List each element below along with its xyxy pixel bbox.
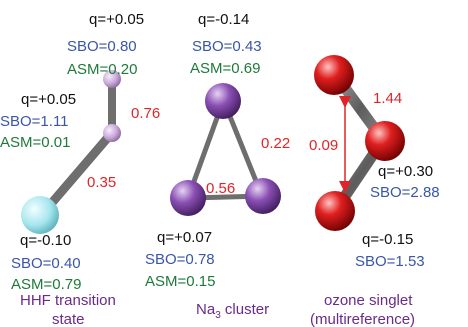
na-left-charge: q=+0.07 <box>157 229 212 246</box>
na-left-asm: ASM=0.15 <box>145 273 215 290</box>
bond-na-bottom-value: 0.56 <box>206 180 235 197</box>
o-atom-bottom <box>315 191 355 231</box>
na-atom-top <box>205 83 241 119</box>
h-mid-charge: q=+0.05 <box>21 91 76 108</box>
f-asm: ASM=0.79 <box>11 276 81 293</box>
bond-h-f-value: 0.35 <box>87 174 116 191</box>
o-atom-top <box>314 55 354 95</box>
h-mid-asm: ASM=0.01 <box>0 134 70 151</box>
panel-na3: q=-0.14 SBO=0.43 ASM=0.69 0.22 0.56 q=+0… <box>145 11 290 321</box>
bond-o-top-center-value: 1.44 <box>373 90 402 107</box>
f-sbo: SBO=0.40 <box>11 255 81 272</box>
na-top-sbo: SBO=0.43 <box>192 38 262 55</box>
o-center-charge: q=+0.30 <box>378 163 433 180</box>
panel-hhf: q=+0.05 SBO=0.80 ASM=0.20 q=+0.05 SBO=1.… <box>0 11 160 327</box>
h-top-asm: ASM=0.20 <box>67 61 137 78</box>
ozone-caption-line1: ozone singlet <box>324 292 413 309</box>
hhf-caption-line2: state <box>52 311 85 327</box>
na-atom-right <box>245 178 281 214</box>
f-atom <box>21 196 59 234</box>
na-atom-left <box>170 180 206 216</box>
h-atom-middle <box>103 124 121 142</box>
o-end-interaction-value: 0.09 <box>309 137 338 154</box>
h-top-charge: q=+0.05 <box>89 11 144 28</box>
o-bottom-charge: q=-0.15 <box>362 231 413 248</box>
o-atom-center <box>365 121 405 161</box>
na-top-charge: q=-0.14 <box>198 11 249 28</box>
bond-h-h-value: 0.76 <box>131 105 160 122</box>
na3-caption: Na3 cluster <box>196 301 269 321</box>
panel-ozone: 1.44 0.09 q=+0.30 SBO=2.88 q=-0.15 SBO=1… <box>309 55 440 327</box>
hhf-caption-line1: HHF transition <box>20 292 116 309</box>
bond-h-f <box>39 130 115 217</box>
o-bottom-sbo: SBO=1.53 <box>355 253 425 270</box>
h-top-sbo: SBO=0.80 <box>67 38 137 55</box>
na-left-sbo: SBO=0.78 <box>145 251 215 268</box>
ozone-caption-line2: (multireference) <box>310 311 415 327</box>
bond-na-right-value: 0.22 <box>261 135 290 152</box>
h-atom-top <box>103 70 121 88</box>
f-charge: q=-0.10 <box>20 232 71 249</box>
h-mid-sbo: SBO=1.11 <box>0 113 69 130</box>
o-center-sbo: SBO=2.88 <box>370 184 440 201</box>
na-top-asm: ASM=0.69 <box>190 60 260 77</box>
